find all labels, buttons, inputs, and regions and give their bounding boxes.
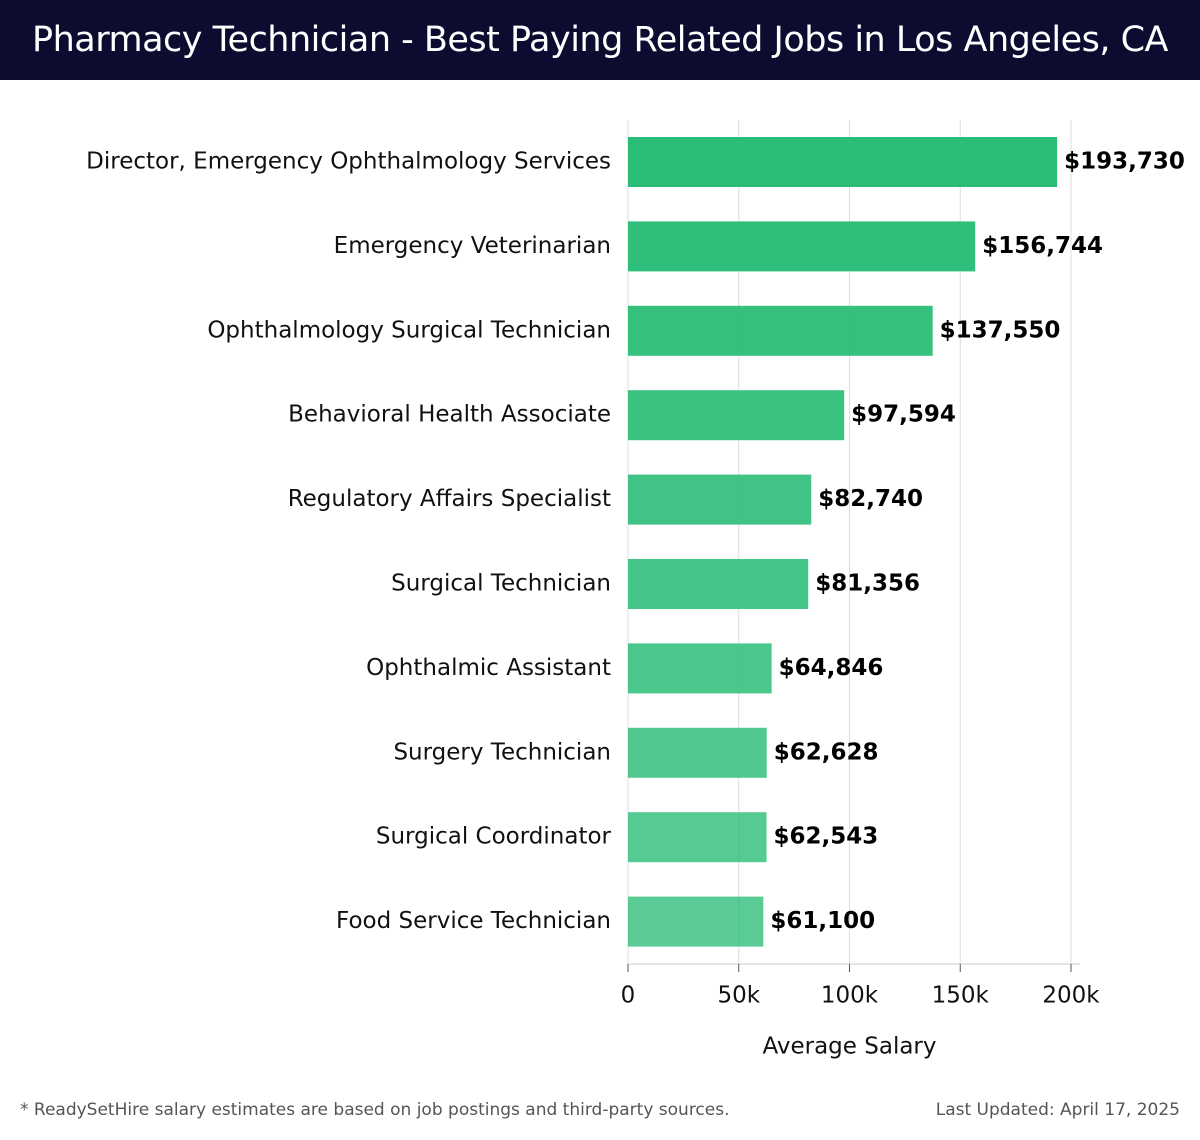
bar xyxy=(628,221,976,272)
value-label: $62,543 xyxy=(774,824,879,850)
value-label: $156,744 xyxy=(982,233,1103,259)
x-tick-label: 100k xyxy=(821,983,879,1009)
last-updated: Last Updated: April 17, 2025 xyxy=(935,1100,1180,1120)
bar xyxy=(628,896,764,947)
x-tick-label: 0 xyxy=(621,983,636,1009)
title-bar: Pharmacy Technician - Best Paying Relate… xyxy=(0,0,1200,80)
category-label: Emergency Veterinarian xyxy=(334,233,611,259)
value-label: $64,846 xyxy=(779,655,884,681)
footer-note: * ReadySetHire salary estimates are base… xyxy=(20,1100,730,1120)
bar xyxy=(628,137,1058,187)
bar xyxy=(628,812,767,863)
category-label: Regulatory Affairs Specialist xyxy=(288,486,611,512)
page-title: Pharmacy Technician - Best Paying Relate… xyxy=(31,20,1169,60)
salary-bar-chart: Director, Emergency Ophthalmology Servic… xyxy=(86,120,1185,1060)
value-label: $193,730 xyxy=(1064,149,1185,175)
bar xyxy=(628,643,772,694)
value-label: $62,628 xyxy=(774,739,879,765)
value-label: $82,740 xyxy=(818,486,923,512)
category-label: Ophthalmology Surgical Technician xyxy=(207,317,611,343)
value-label: $81,356 xyxy=(815,571,920,597)
bar xyxy=(628,305,933,356)
category-label: Surgical Technician xyxy=(391,571,611,597)
category-label: Surgery Technician xyxy=(393,739,611,765)
category-label: Surgical Coordinator xyxy=(376,824,612,850)
x-tick-label: 150k xyxy=(932,983,990,1009)
value-label: $61,100 xyxy=(770,908,875,934)
bar xyxy=(628,559,809,609)
x-tick-label: 50k xyxy=(717,983,760,1009)
category-label: Food Service Technician xyxy=(336,908,611,934)
category-label: Director, Emergency Ophthalmology Servic… xyxy=(86,149,611,175)
bar xyxy=(628,474,812,525)
bar xyxy=(628,727,767,778)
bar xyxy=(628,390,845,441)
value-label: $97,594 xyxy=(851,402,956,428)
x-axis-title: Average Salary xyxy=(762,1034,936,1060)
category-label: Ophthalmic Assistant xyxy=(366,655,611,681)
value-label: $137,550 xyxy=(940,317,1061,343)
x-tick-label: 200k xyxy=(1042,983,1100,1009)
category-label: Behavioral Health Associate xyxy=(288,402,611,428)
